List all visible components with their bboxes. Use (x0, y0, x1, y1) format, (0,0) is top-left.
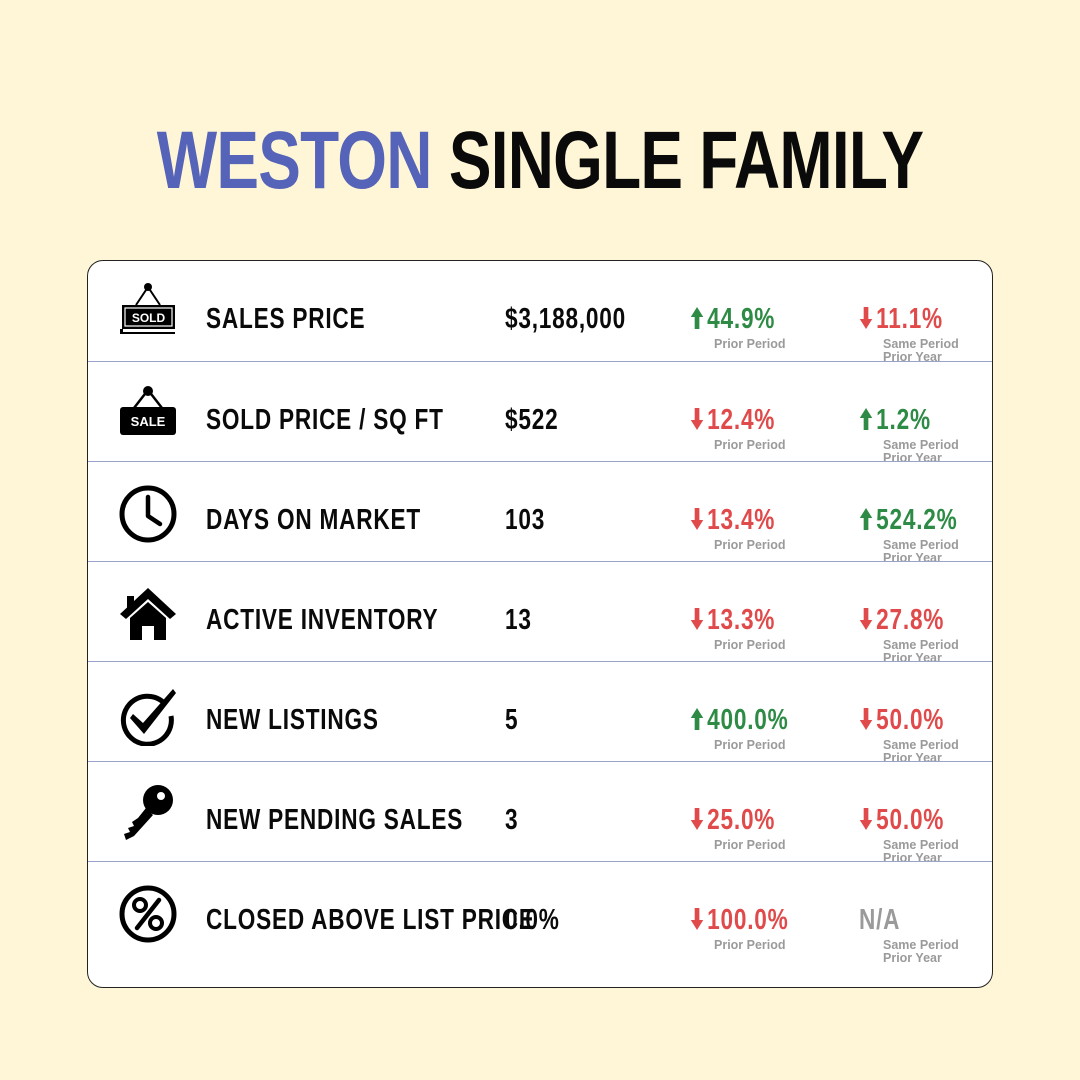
prior-year-change: 1.2% (859, 404, 931, 436)
prior-period-label: Prior Period (714, 938, 786, 952)
metric-value: 103 (505, 504, 546, 536)
prior-period-label: Prior Period (714, 738, 786, 752)
arrow-down-icon (690, 804, 707, 836)
metric-label: DAYS ON MARKET (206, 504, 421, 536)
prior-year-change: 50.0% (859, 804, 944, 836)
arrow-down-icon (859, 704, 876, 736)
title-property-type: SINGLE FAMILY (448, 115, 924, 206)
metric-value: 3 (505, 804, 519, 836)
prior-period-label: Prior Period (714, 838, 786, 852)
prior-year-change: 27.8% (859, 604, 944, 636)
page-title: WESTON SINGLE FAMILY (119, 116, 961, 206)
metric-label: SOLD PRICE / SQ FT (206, 404, 444, 436)
metric-value: 0.0% (505, 904, 560, 936)
prior-period-change: 400.0% (690, 704, 789, 736)
arrow-down-icon (690, 904, 707, 936)
arrow-down-icon (690, 504, 707, 536)
arrow-down-icon (690, 604, 707, 636)
metric-value: $3,188,000 (505, 303, 627, 335)
arrow-down-icon (859, 804, 876, 836)
metric-value: 5 (505, 704, 519, 736)
metric-label: SALES PRICE (206, 303, 366, 335)
prior-period-change: 100.0% (690, 904, 789, 936)
prior-period-change: 44.9% (690, 303, 775, 335)
table-row: NEW PENDING SALES 3 25.0% Prior Period 50.0%… (88, 761, 992, 865)
arrow-up-icon (859, 504, 876, 536)
table-row: CLOSED ABOVE LIST PRICE 0.0% 100.0% Prior P… (88, 861, 992, 965)
prior-year-change: N/A (859, 904, 901, 936)
metric-value: $522 (505, 404, 559, 436)
metric-label: CLOSED ABOVE LIST PRICE (206, 904, 535, 936)
prior-period-label: Prior Period (714, 538, 786, 552)
prior-year-change: 524.2% (859, 504, 958, 536)
metric-value: 13 (505, 604, 532, 636)
svg-text:SALE: SALE (131, 414, 166, 429)
prior-period-label: Prior Period (714, 438, 786, 452)
arrow-up-icon (690, 303, 707, 335)
stats-table: SOLD SALES PRICE $3,188,000 44.9% Prior Peri… (87, 260, 993, 988)
prior-period-change: 13.4% (690, 504, 775, 536)
table-row: SALE SOLD PRICE / SQ FT $522 12.4% Prior Per… (88, 361, 992, 465)
metric-label: NEW PENDING SALES (206, 804, 464, 836)
arrow-down-icon (859, 604, 876, 636)
metric-label: ACTIVE INVENTORY (206, 604, 439, 636)
prior-period-change: 25.0% (690, 804, 775, 836)
prior-year-change: 11.1% (859, 303, 943, 335)
table-row: ACTIVE INVENTORY 13 13.3% Prior Period 27.8%… (88, 561, 992, 665)
prior-year-label: Same Period Prior Year (883, 938, 959, 965)
percent-icon (116, 882, 180, 946)
prior-period-label: Prior Period (714, 337, 786, 351)
table-row: DAYS ON MARKET 103 13.4% Prior Period 524.2%… (88, 461, 992, 565)
prior-period-label: Prior Period (714, 638, 786, 652)
table-row: NEW LISTINGS 5 400.0% Prior Period 50.0% Same… (88, 661, 992, 765)
prior-year-change: 50.0% (859, 704, 944, 736)
prior-year-label: Same Period Prior Year (883, 337, 959, 364)
arrow-down-icon (859, 303, 876, 335)
table-row: SOLD SALES PRICE $3,188,000 44.9% Prior Peri… (88, 261, 992, 364)
arrow-up-icon (859, 404, 876, 436)
sold-sign-icon: SOLD (116, 281, 180, 345)
title-location: WESTON (156, 115, 433, 206)
arrow-up-icon (690, 704, 707, 736)
checkmark-icon (116, 682, 180, 746)
key-icon (116, 782, 180, 846)
arrow-down-icon (690, 404, 707, 436)
svg-text:SOLD: SOLD (132, 311, 166, 325)
clock-icon (116, 482, 180, 546)
prior-period-change: 13.3% (690, 604, 775, 636)
sale-sign-icon: SALE (116, 382, 180, 446)
house-icon (116, 582, 180, 646)
metric-label: NEW LISTINGS (206, 704, 379, 736)
prior-period-change: 12.4% (690, 404, 775, 436)
